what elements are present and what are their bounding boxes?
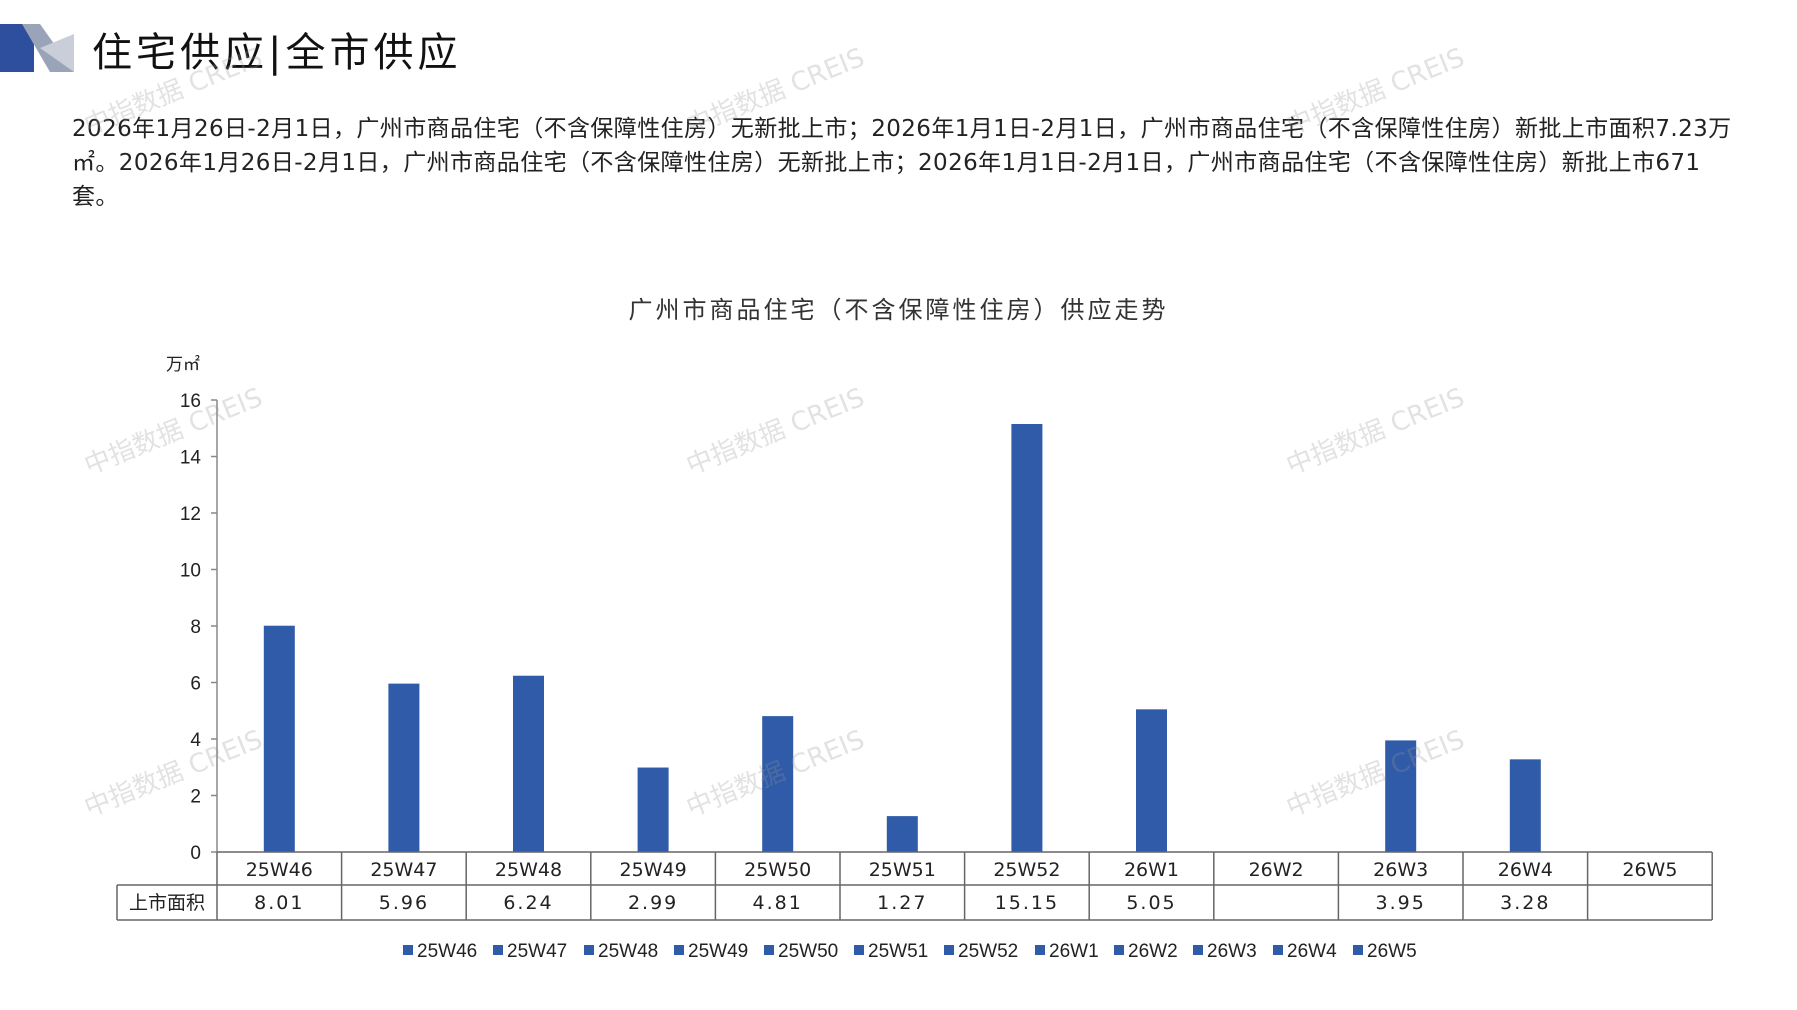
y-tick-label: 12: [180, 504, 201, 525]
legend-swatch: [584, 945, 594, 955]
legend-swatch: [944, 945, 954, 955]
data-label: 3.28: [1500, 892, 1550, 914]
x-category-label: 25W51: [869, 859, 936, 881]
bar-25w51: [886, 816, 918, 852]
bar-25w48: [513, 675, 544, 852]
legend-swatch: [1035, 945, 1045, 955]
table-row-label: 上市面积: [129, 892, 205, 914]
bar-26w3: [1385, 740, 1417, 852]
legend-swatch: [1193, 945, 1203, 955]
x-category-label: 25W47: [370, 859, 437, 881]
y-tick-label: 4: [190, 730, 201, 751]
x-category-label: 25W48: [495, 859, 562, 881]
y-tick-label: 6: [190, 674, 201, 695]
summary-text: 2026年1月26日-2月1日，广州市商品住宅（不含保障性住房）无新批上市；20…: [72, 116, 1732, 210]
bar-25w47: [388, 683, 420, 852]
legend-swatch: [403, 945, 413, 955]
legend-entry: 26W4: [1287, 941, 1337, 962]
legend-swatch: [1114, 945, 1124, 955]
data-label: 5.05: [1126, 892, 1176, 914]
legend-entry: 26W2: [1128, 941, 1178, 962]
bar-25w50: [762, 716, 794, 852]
legend-entry: 26W3: [1207, 941, 1257, 962]
chart-title: 广州市商品住宅（不含保障性住房）供应走势: [628, 296, 1169, 324]
x-category-label: 25W49: [620, 859, 687, 881]
bar-26w1: [1136, 709, 1167, 852]
y-tick-label: 8: [190, 617, 201, 638]
page-title: 住宅供应|全市供应: [92, 30, 462, 76]
bar-25w46: [263, 625, 295, 852]
logo-shape: [0, 24, 74, 72]
x-category-label: 25W46: [246, 859, 313, 881]
y-tick-label: 2: [190, 787, 201, 808]
legend: 25W46 25W47 25W48 25W49 25W50 25W51 25W52 26W1 2…: [403, 941, 1417, 962]
legend-entry: 26W1: [1049, 941, 1099, 962]
bar-26w4: [1509, 759, 1541, 852]
y-axis: 0 2 4 6 8 10 12 14 16: [180, 391, 218, 864]
legend-entry: 25W47: [507, 941, 567, 962]
data-label: 1.27: [877, 892, 927, 914]
legend-swatch: [1353, 945, 1363, 955]
bar-25w52: [1011, 424, 1043, 852]
legend-entry: 25W50: [778, 941, 838, 962]
y-tick-label: 14: [180, 448, 202, 469]
data-table: 上市面积 25W46 8.01 25W47 5.96 25W48 6.24 25W49 2.99…: [116, 851, 1713, 921]
y-tick-label: 10: [180, 561, 201, 582]
legend-entry: 25W52: [958, 941, 1018, 962]
x-category-label: 26W1: [1124, 859, 1179, 881]
bar-25w49: [637, 767, 669, 852]
legend-entry: 25W48: [598, 941, 658, 962]
legend-swatch: [1273, 945, 1283, 955]
x-category-label: 25W50: [744, 859, 811, 881]
data-label: 2.99: [628, 892, 678, 914]
legend-entry: 25W46: [417, 941, 477, 962]
legend-swatch: [854, 945, 864, 955]
y-tick-label: 16: [180, 391, 201, 412]
legend-swatch: [764, 945, 774, 955]
data-label: 4.81: [753, 892, 803, 914]
y-tick-label: 0: [190, 843, 201, 864]
x-category-label: 26W2: [1249, 859, 1304, 881]
data-label: 5.96: [379, 892, 429, 914]
data-label: 8.01: [254, 892, 304, 914]
data-label: 3.95: [1376, 892, 1426, 914]
bars: [263, 424, 1541, 852]
x-category-label: 26W3: [1373, 859, 1428, 881]
y-axis-unit-label: 万㎡: [166, 355, 200, 375]
legend-swatch: [493, 945, 503, 955]
legend-swatch: [674, 945, 684, 955]
legend-entry: 25W49: [688, 941, 748, 962]
x-category-label: 26W4: [1498, 859, 1553, 881]
legend-entry: 25W51: [868, 941, 928, 962]
data-label: 15.15: [995, 892, 1059, 914]
x-category-label: 26W5: [1622, 859, 1677, 881]
data-label: 6.24: [503, 892, 553, 914]
legend-entry: 26W5: [1367, 941, 1417, 962]
x-category-label: 25W52: [993, 859, 1060, 881]
